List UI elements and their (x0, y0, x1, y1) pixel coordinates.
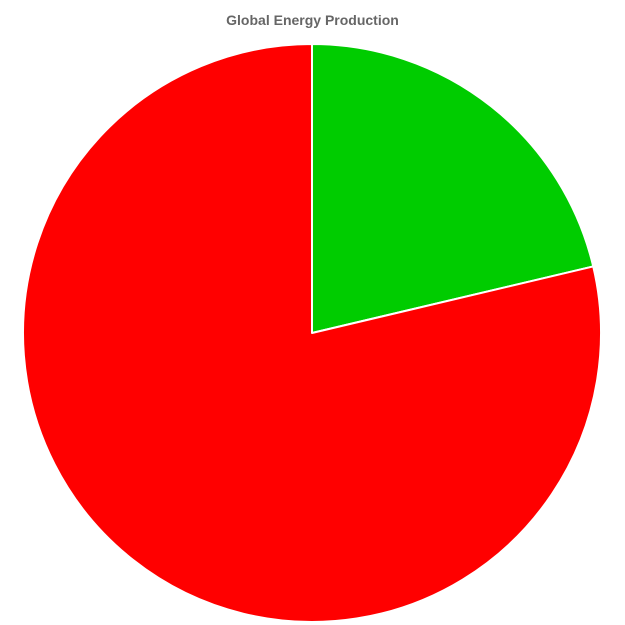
chart-title: Global Energy Production (226, 12, 399, 28)
pie-slice-1 (311, 43, 595, 334)
pie-slice-2 (22, 43, 602, 623)
pie-slices (22, 43, 602, 623)
